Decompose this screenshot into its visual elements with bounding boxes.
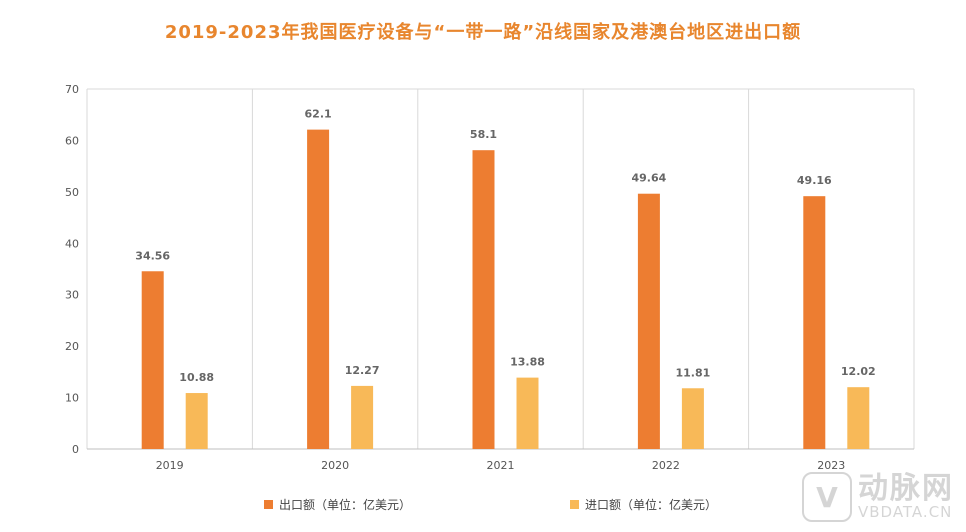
y-tick-label: 40 <box>65 237 79 250</box>
data-value-label: 13.88 <box>510 356 545 369</box>
y-tick-label: 30 <box>65 289 79 302</box>
data-value-label: 62.1 <box>305 108 332 121</box>
bar-export <box>803 196 826 449</box>
bar-export <box>141 271 164 449</box>
legend-label-export: 出口额（单位：亿美元） <box>279 498 412 512</box>
data-value-label: 58.1 <box>470 128 497 141</box>
legend-item-export: 出口额（单位：亿美元） <box>264 496 411 513</box>
bar-export <box>307 129 330 449</box>
bar-import <box>516 377 539 449</box>
data-value-label: 12.27 <box>345 364 380 377</box>
y-tick-label: 70 <box>65 83 79 96</box>
x-tick-label: 2019 <box>156 459 184 472</box>
data-value-label: 12.02 <box>841 365 876 378</box>
bar-import <box>185 393 208 449</box>
y-tick-label: 0 <box>72 443 79 456</box>
bar-import <box>351 385 374 449</box>
data-value-label: 49.16 <box>797 174 832 187</box>
x-tick-label: 2022 <box>652 459 680 472</box>
y-tick-label: 20 <box>65 340 79 353</box>
legend-label-import: 进口额（单位：亿美元） <box>585 498 718 512</box>
y-tick-label: 10 <box>65 392 79 405</box>
data-value-label: 11.81 <box>676 366 711 379</box>
bar-export <box>472 150 495 449</box>
axis-layer: 0 10 20 30 40 50 60 70 2019 2020 2021 2022 2023 <box>65 83 914 472</box>
legend-item-import: 进口额（单位：亿美元） <box>570 496 717 513</box>
legend-swatch-export <box>264 500 273 509</box>
y-tick-label: 60 <box>65 134 79 147</box>
bar-export <box>637 193 660 449</box>
data-value-label: 10.88 <box>179 371 214 384</box>
x-tick-label: 2020 <box>321 459 349 472</box>
data-value-label: 49.64 <box>632 172 667 185</box>
x-tick-label: 2021 <box>487 459 515 472</box>
bar-import <box>847 387 870 449</box>
data-value-label: 34.56 <box>135 249 170 262</box>
vb-logo-icon: V <box>802 472 852 522</box>
bars-layer <box>141 129 870 449</box>
labels-layer: 34.56 62.1 58.1 49.64 49.16 10.88 12.27 13.88 11… <box>135 108 875 384</box>
watermark-text-en: VBDATA.CN <box>858 502 953 521</box>
watermark-logo: V 动脉网 VBDATA.CN <box>802 472 954 522</box>
chart-title: 2019-2023年我国医疗设备与“一带一路”沿线国家及港澳台地区进出口额 <box>164 22 802 43</box>
watermark-text-cn: 动脉网 <box>858 471 954 507</box>
grid-layer <box>86 88 915 449</box>
y-tick-label: 50 <box>65 186 79 199</box>
x-tick-label: 2023 <box>817 459 845 472</box>
legend-swatch-import <box>570 500 579 509</box>
bar-import <box>681 388 704 449</box>
